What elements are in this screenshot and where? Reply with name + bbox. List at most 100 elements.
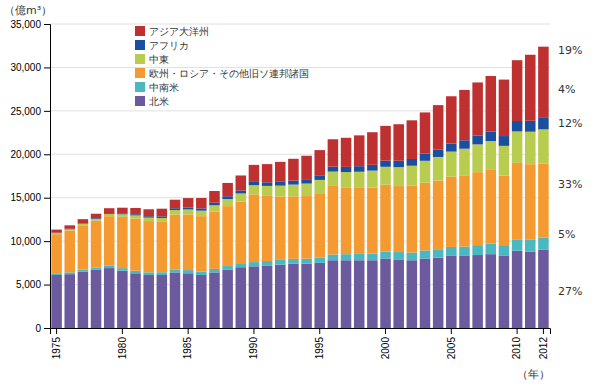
bar	[433, 249, 444, 257]
bar	[301, 264, 312, 328]
bar	[459, 256, 470, 328]
bar	[314, 175, 325, 180]
bar	[183, 273, 194, 328]
bar	[183, 209, 194, 214]
bar	[420, 154, 431, 161]
x-tick-mark	[253, 328, 254, 334]
x-tick-label: 1975	[51, 337, 62, 360]
bar	[170, 269, 181, 272]
legend-item: 北米	[135, 96, 169, 107]
bar	[512, 251, 523, 328]
y-tick-label: 35,000	[10, 19, 41, 30]
x-tick-mark	[56, 328, 57, 334]
bar	[499, 136, 510, 146]
bar	[446, 152, 457, 177]
y-tick-mark	[44, 154, 50, 155]
bar	[222, 270, 233, 328]
x-tick-mark	[188, 328, 189, 334]
bar	[407, 120, 418, 159]
bar	[393, 124, 404, 160]
x-tick: 2010	[511, 328, 522, 359]
bar	[525, 240, 536, 252]
bar	[538, 237, 549, 249]
bar	[78, 225, 89, 269]
bar	[486, 132, 497, 141]
x-tick-label: 1980	[117, 337, 128, 360]
bar	[433, 149, 444, 157]
y-tick-mark	[44, 285, 50, 286]
x-tick-label: 2012	[538, 337, 549, 360]
bar	[262, 265, 273, 328]
bar	[367, 254, 378, 261]
bar	[64, 274, 75, 328]
bar	[104, 266, 115, 268]
bar	[222, 196, 233, 199]
bar	[51, 233, 62, 234]
bar	[512, 131, 523, 162]
bar	[459, 140, 470, 148]
x-tick: 2000	[380, 328, 391, 359]
bar	[209, 205, 220, 211]
bar	[301, 156, 312, 179]
bar	[446, 144, 457, 152]
bar	[367, 171, 378, 188]
y-tick-mark	[44, 24, 50, 25]
y-tick-label: 10,000	[10, 236, 41, 247]
bar	[143, 221, 154, 272]
bar	[525, 164, 536, 240]
bar	[354, 135, 365, 166]
y-tick-mark	[44, 111, 50, 112]
bar	[288, 259, 299, 264]
plot: 05,00010,00015,00020,00025,00030,00035,0…	[4, 4, 582, 381]
bar	[433, 105, 444, 149]
bar	[196, 275, 207, 328]
bar	[288, 181, 299, 185]
bar	[301, 184, 312, 197]
bar	[354, 260, 365, 328]
bar	[170, 210, 181, 215]
bar	[538, 129, 549, 163]
bar	[170, 215, 181, 270]
bar	[512, 121, 523, 131]
bars	[51, 47, 548, 328]
x-tick-label: 1990	[248, 337, 259, 360]
grid	[50, 24, 550, 328]
bar	[472, 144, 483, 172]
bar	[143, 209, 154, 216]
bar	[117, 217, 128, 268]
bar	[209, 203, 220, 206]
x-tick-label: 2010	[511, 337, 522, 360]
bar	[117, 271, 128, 328]
annotation: 27%	[558, 285, 582, 298]
y-axis-title: （億m³）	[4, 4, 52, 17]
bar	[262, 182, 273, 186]
bar	[367, 260, 378, 328]
x-tick-mark	[543, 328, 544, 334]
bar	[538, 164, 549, 238]
y-tick-mark	[44, 198, 50, 199]
bar	[275, 182, 286, 186]
bar	[328, 172, 339, 186]
bar	[380, 167, 391, 185]
bar	[538, 250, 549, 328]
bar	[380, 252, 391, 259]
x-tick-mark	[319, 328, 320, 334]
bar	[51, 234, 62, 273]
bar-series	[51, 129, 548, 234]
x-tick-label: 1995	[314, 337, 325, 360]
bar	[472, 172, 483, 245]
bar	[499, 80, 510, 136]
y-tick-label: 30,000	[10, 62, 41, 73]
bar	[486, 170, 497, 244]
bar	[51, 230, 62, 233]
bar	[367, 188, 378, 254]
bar	[91, 214, 102, 218]
bar	[380, 161, 391, 167]
legend-item: アフリカ	[135, 40, 189, 51]
bar	[459, 247, 470, 256]
y-tick: 0	[35, 323, 50, 334]
y-tick-label: 0	[35, 323, 41, 334]
y-tick: 25,000	[10, 106, 50, 117]
x-tick-label: 1985	[182, 337, 193, 360]
y-tick-label: 5,000	[16, 279, 41, 290]
